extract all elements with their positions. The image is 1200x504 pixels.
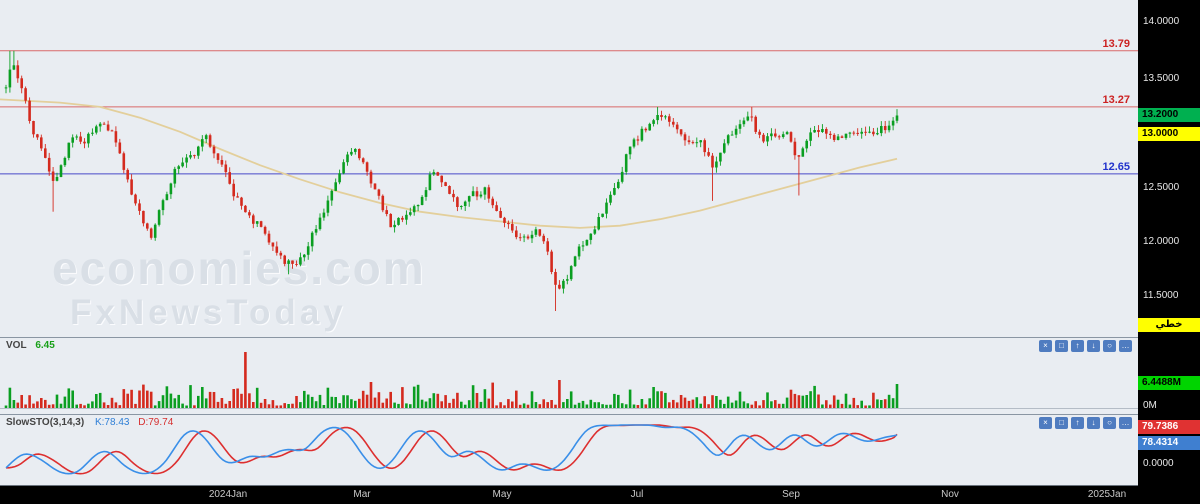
price-tick-12-5: 12.5000 bbox=[1143, 182, 1180, 193]
stochastic-pane-toolbar: × □ ↑ ↓ ○… bbox=[1039, 417, 1132, 429]
stochastic-chart[interactable] bbox=[0, 415, 1138, 485]
level-price-label: 13.27 bbox=[1102, 94, 1130, 106]
price-tick-12: 12.0000 bbox=[1143, 236, 1180, 247]
chart-type-badge: خطي bbox=[1138, 318, 1200, 332]
moving-average-line bbox=[0, 98, 898, 229]
circle-icon[interactable]: ○ bbox=[1103, 340, 1116, 352]
volume-zero-tick: 0M bbox=[1143, 400, 1157, 411]
level-price-label: 13.79 bbox=[1102, 38, 1130, 50]
last-price-badge: 13.2000 bbox=[1138, 108, 1200, 122]
sto-k-line bbox=[5, 424, 898, 475]
sto-d-badge: 79.7386 bbox=[1138, 420, 1200, 434]
volume-chart[interactable] bbox=[0, 338, 1138, 414]
time-label: Nov bbox=[941, 489, 959, 500]
level-price-label: 12.65 bbox=[1102, 161, 1130, 173]
time-label: Sep bbox=[782, 489, 800, 500]
price-tick-11-5: 11.5000 bbox=[1143, 290, 1179, 301]
volume-label: VOL bbox=[6, 340, 27, 351]
volume-pane[interactable]: VOL 6.45 × □ ↑ ↓ ○… bbox=[0, 338, 1138, 415]
time-label: 2025Jan bbox=[1087, 489, 1127, 500]
time-label: May bbox=[492, 489, 512, 500]
watermark: economies.com FxNewsToday bbox=[52, 244, 426, 332]
arrow-down-icon[interactable]: ↓ bbox=[1087, 417, 1100, 429]
sto-d-line bbox=[6, 424, 898, 475]
price-badge-yellow: 13.0000 bbox=[1138, 127, 1200, 141]
volume-value: 6.45 bbox=[35, 340, 55, 351]
stochastic-header: SlowSTO(3,14,3) K:78.43 D:79.74 bbox=[6, 417, 173, 428]
arrow-up-icon[interactable]: ↑ bbox=[1071, 340, 1084, 352]
watermark-line2: FxNewsToday bbox=[70, 293, 347, 333]
stochastic-d-value: D:79.74 bbox=[138, 417, 174, 428]
more-options-icon[interactable]: … bbox=[1119, 417, 1132, 429]
more-options-icon[interactable]: … bbox=[1119, 340, 1132, 352]
arrow-down-icon[interactable]: ↓ bbox=[1087, 340, 1100, 352]
restore-window-icon[interactable]: □ bbox=[1055, 340, 1068, 352]
price-tick-14: 14.0000 bbox=[1143, 16, 1180, 27]
circle-icon[interactable]: ○ bbox=[1103, 417, 1116, 429]
sto-k-badge: 78.4314 bbox=[1138, 436, 1200, 450]
stochastic-k-value: K:78.43 bbox=[94, 417, 130, 428]
watermark-line1: economies.com bbox=[52, 242, 426, 294]
restore-window-icon[interactable]: □ bbox=[1055, 417, 1068, 429]
volume-header: VOL 6.45 bbox=[6, 340, 55, 351]
stochastic-title: SlowSTO(3,14,3) bbox=[6, 417, 85, 428]
volume-value-badge: 6.4488M bbox=[1138, 376, 1200, 390]
stochastic-pane[interactable]: SlowSTO(3,14,3) K:78.43 D:79.74 × □ ↑ ↓ ○… bbox=[0, 415, 1138, 486]
close-icon[interactable]: × bbox=[1039, 340, 1052, 352]
time-axis[interactable]: 2024Jan Mar May Jul Sep Nov 2025Jan bbox=[0, 486, 1138, 504]
time-label: Mar bbox=[353, 489, 371, 500]
price-axis[interactable]: 14.0000 13.5000 13.2000 13.0000 12.5000 12.00… bbox=[1138, 0, 1200, 504]
close-icon[interactable]: × bbox=[1039, 417, 1052, 429]
time-label: Jul bbox=[630, 489, 644, 500]
time-label: 2024Jan bbox=[208, 489, 248, 500]
price-tick-13-5: 13.5000 bbox=[1143, 73, 1180, 84]
price-chart-pane[interactable]: economies.com FxNewsToday 13.79 13.27 12.6… bbox=[0, 0, 1138, 338]
volume-pane-toolbar: × □ ↑ ↓ ○… bbox=[1039, 340, 1132, 352]
candlestick-chart[interactable]: 13.79 13.27 12.65 bbox=[0, 0, 1138, 338]
sto-zero-tick: 0.0000 bbox=[1143, 458, 1174, 469]
arrow-up-icon[interactable]: ↑ bbox=[1071, 417, 1084, 429]
